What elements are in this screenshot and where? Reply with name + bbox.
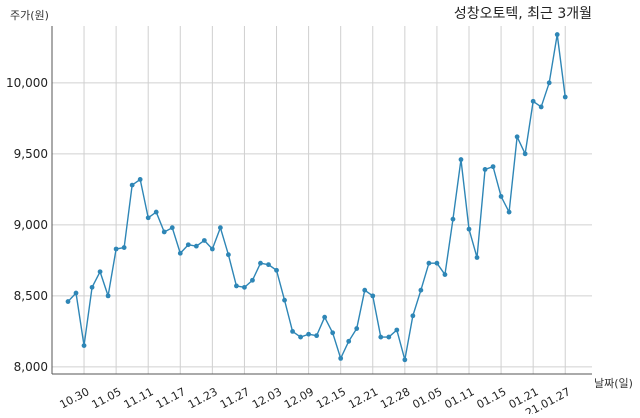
data-point: [442, 272, 448, 277]
data-point: [266, 262, 271, 268]
data-point: [346, 338, 352, 344]
data-point: [97, 269, 103, 275]
x-tick-label: 12.15: [314, 385, 348, 411]
data-point: [153, 209, 159, 215]
data-point: [314, 333, 320, 339]
data-point: [193, 243, 199, 249]
axes: [51, 26, 592, 375]
y-tick-label: 8,500: [14, 289, 48, 303]
data-point: [562, 94, 568, 100]
data-point: [306, 331, 311, 337]
data-point: [242, 284, 247, 290]
data-point: [177, 250, 183, 256]
data-point: [274, 267, 279, 273]
data-point: [418, 287, 424, 293]
x-tick-label: 11.23: [186, 385, 220, 411]
data-point: [258, 260, 263, 266]
tick-labels: 8,0008,5009,0009,50010,00010.3011.0511.1…: [6, 76, 573, 418]
data-point: [514, 134, 520, 140]
data-point: [426, 260, 432, 266]
data-point: [161, 229, 167, 235]
x-axis-label: 날짜(일): [594, 376, 633, 390]
data-point: [458, 157, 464, 162]
data-point: [554, 32, 560, 37]
data-point: [466, 226, 472, 232]
data-point: [185, 242, 191, 248]
data-point: [490, 164, 496, 170]
data-point: [145, 215, 151, 221]
data-point: [137, 177, 143, 182]
x-tick-label: 11.17: [154, 385, 188, 411]
data-point: [330, 330, 336, 336]
x-tick-label: 01.15: [475, 385, 509, 411]
data-point: [386, 334, 392, 340]
x-tick-label: 12.09: [282, 385, 316, 411]
data-point: [482, 167, 488, 172]
x-tick-label: 11.27: [218, 385, 252, 411]
data-point: [402, 357, 408, 363]
x-tick-label: 01.05: [410, 385, 444, 411]
data-point: [338, 355, 344, 361]
y-tick-label: 9,500: [14, 147, 48, 161]
data-point: [209, 246, 215, 252]
x-tick-label: 01.11: [442, 385, 476, 411]
data-point: [530, 98, 536, 104]
data-point: [298, 334, 303, 340]
data-point: [546, 80, 552, 86]
y-tick-label: 10,000: [6, 76, 48, 90]
data-point: [394, 327, 400, 333]
x-tick-label: 11.05: [90, 385, 124, 411]
data-point: [522, 151, 528, 157]
x-tick-label: 12.28: [378, 385, 412, 411]
data-point: [362, 287, 368, 293]
data-point: [250, 277, 255, 283]
x-tick-label: 11.11: [122, 385, 156, 411]
data-point: [498, 194, 504, 199]
chart-title: 성창오토텍, 최근 3개월: [454, 6, 592, 22]
data-point: [506, 209, 512, 215]
data-point: [121, 245, 127, 250]
x-tick-label: 12.03: [250, 385, 284, 411]
data-point: [169, 225, 175, 231]
data-point: [434, 260, 440, 266]
data-point: [290, 328, 295, 334]
data-point: [370, 293, 376, 299]
data-point: [410, 313, 416, 319]
data-point: [450, 216, 456, 222]
x-tick-label: 12.21: [346, 385, 380, 411]
data-point: [378, 334, 384, 340]
series-layer: [65, 32, 568, 363]
y-tick-label: 8,000: [14, 360, 48, 374]
data-point: [89, 284, 95, 290]
data-point: [65, 299, 71, 304]
y-tick-label: 9,000: [14, 218, 48, 232]
data-point: [217, 225, 223, 231]
data-point: [474, 255, 480, 260]
data-point: [354, 326, 360, 331]
data-point: [226, 252, 231, 258]
data-point: [201, 238, 207, 243]
data-point: [113, 246, 119, 252]
data-point: [322, 314, 328, 320]
data-point: [105, 293, 111, 299]
data-point: [129, 182, 135, 188]
data-point: [73, 290, 79, 296]
y-axis-label: 주가(원): [10, 9, 49, 22]
x-tick-label: 10.30: [58, 385, 92, 411]
data-point: [538, 104, 544, 110]
data-point: [81, 343, 87, 348]
data-point: [282, 297, 287, 303]
data-point: [234, 283, 239, 289]
grid-lines: [52, 26, 592, 374]
